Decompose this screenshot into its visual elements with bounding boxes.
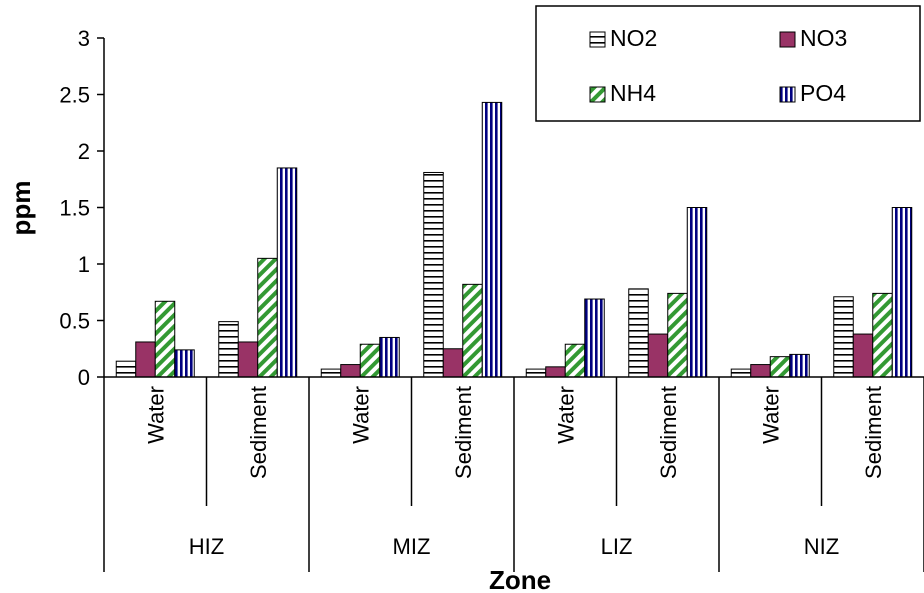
legend-label: NO3 xyxy=(800,25,847,51)
x-tick-label: Sediment xyxy=(246,386,271,479)
bar-nh4 xyxy=(872,292,893,378)
legend-label: NH4 xyxy=(610,80,656,106)
bar-po4 xyxy=(276,167,298,378)
bar-no3 xyxy=(237,341,259,378)
bar-no3 xyxy=(545,366,566,378)
bar-no2 xyxy=(628,288,649,378)
bar-no2 xyxy=(115,360,137,378)
x-tick-label: Sediment xyxy=(656,386,681,479)
plot-area: 0 0.5 1 1.5 2 2.5 3 Water Sediment Water Sediment… xyxy=(59,26,924,572)
y-tick-label: 2 xyxy=(78,139,90,164)
y-axis-label: ppm xyxy=(6,181,36,236)
bar-po4 xyxy=(789,353,810,378)
bar-nh4 xyxy=(154,300,176,378)
y-tick-label: 3 xyxy=(78,26,90,51)
bar-nh4 xyxy=(564,343,586,378)
bar-po4 xyxy=(379,336,400,378)
legend-swatch-no2 xyxy=(589,31,606,48)
bar-no2 xyxy=(833,296,854,378)
legend-swatch-no3 xyxy=(779,31,796,48)
y-tick-label: 2.5 xyxy=(59,83,90,108)
x-tick-label: Water xyxy=(553,386,578,444)
bar-no3 xyxy=(852,333,874,378)
group-label: MIZ xyxy=(393,534,431,559)
bar-no3 xyxy=(135,341,156,378)
bar-no2 xyxy=(730,368,752,378)
legend: NO2 NO3 NH4 PO4 xyxy=(535,5,921,122)
y-tick-label: 1 xyxy=(78,252,90,277)
y-tick-label: 0.5 xyxy=(59,309,90,334)
y-tick-label: 1.5 xyxy=(59,196,90,221)
bar-no2 xyxy=(423,171,444,378)
x-tick-label: Water xyxy=(758,386,783,444)
x-axis-label: Zone xyxy=(489,565,551,593)
bar-series xyxy=(115,101,913,378)
bar-no2 xyxy=(525,368,547,378)
x-tick-label: Water xyxy=(348,386,373,444)
bar-no2 xyxy=(218,321,239,378)
group-label: HIZ xyxy=(189,534,224,559)
y-tick-label: 0 xyxy=(78,365,90,390)
bar-po4 xyxy=(686,207,708,378)
bar-no3 xyxy=(647,333,669,378)
bar-nh4 xyxy=(667,292,688,378)
x-tick-label: Sediment xyxy=(861,386,886,479)
bar-no3 xyxy=(750,364,771,378)
group-label: NIZ xyxy=(804,534,839,559)
bar-nh4 xyxy=(359,343,381,378)
legend-swatch-nh4 xyxy=(589,86,606,103)
bar-po4 xyxy=(481,101,503,378)
legend-label: NO2 xyxy=(610,25,657,51)
x-axis: Water Sediment Water Sediment Water Sediment W… xyxy=(103,376,924,572)
bar-po4 xyxy=(174,349,195,378)
x-tick-label: Water xyxy=(143,386,168,444)
legend-swatch-po4 xyxy=(779,86,796,103)
bar-nh4 xyxy=(257,257,278,378)
group-label: LIZ xyxy=(601,534,633,559)
legend-box xyxy=(535,5,921,122)
bar-nh4 xyxy=(769,356,791,378)
bar-nh4 xyxy=(462,283,483,378)
y-axis-ticks: 0 0.5 1 1.5 2 2.5 3 xyxy=(59,26,105,390)
legend-label: PO4 xyxy=(800,80,846,106)
bar-no2 xyxy=(320,368,342,378)
x-tick-label: Sediment xyxy=(451,386,476,479)
bar-po4 xyxy=(891,207,913,378)
bar-po4 xyxy=(584,298,605,378)
bar-no3 xyxy=(340,364,361,378)
bar-no3 xyxy=(442,348,464,378)
